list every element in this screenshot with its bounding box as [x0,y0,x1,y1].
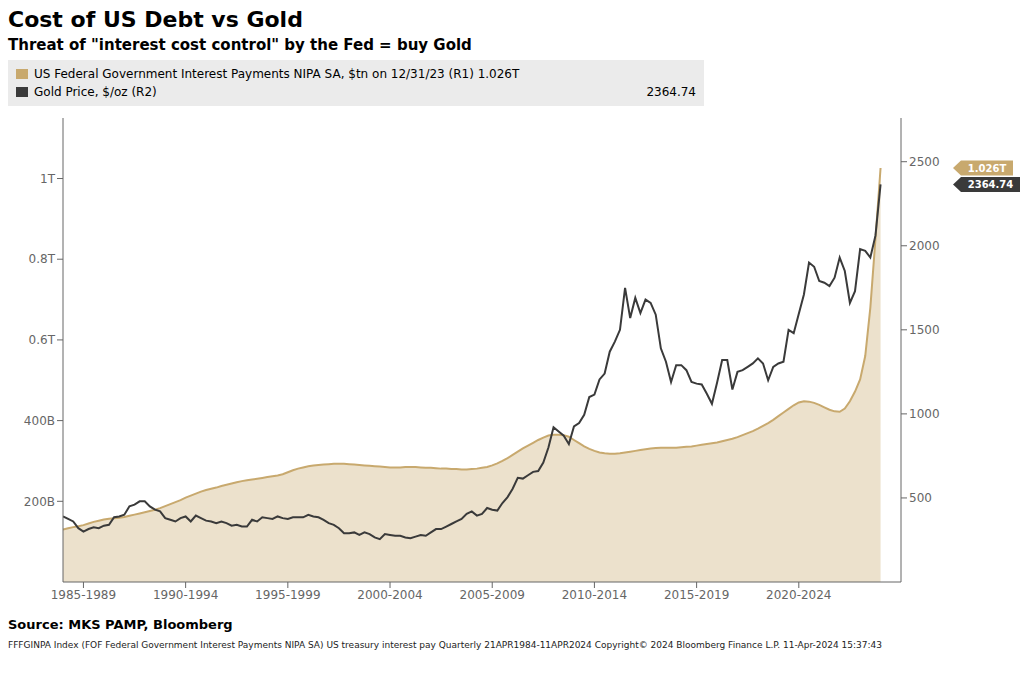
html-text:FFFGINPA Index (FOF Federal Go: FFFGINPA Index (FOF Federal Government I… [8,640,882,650]
svg-text:1T: 1T [40,172,56,186]
svg-text:0.8T: 0.8T [29,252,56,266]
svg-text:1500: 1500 [909,323,940,337]
svg-text:2020-2024: 2020-2024 [766,588,831,602]
svg-text:2500: 2500 [909,155,940,169]
html-text:US Federal Government Interest: US Federal Government Interest Payments … [34,67,520,81]
svg-text:2000-2004: 2000-2004 [357,588,422,602]
svg-text:400B: 400B [24,414,55,428]
svg-text:2010-2014: 2010-2014 [562,588,627,602]
html-text:Threat of "interest cost contr: Threat of "interest cost control" by the… [8,36,472,54]
html-text:Cost of US Debt vs Gold: Cost of US Debt vs Gold [8,7,303,32]
svg-text:2364.74: 2364.74 [968,179,1014,190]
svg-text:500: 500 [909,491,932,505]
svg-text:1985-1989: 1985-1989 [51,588,116,602]
svg-text:1995-1999: 1995-1999 [255,588,320,602]
html-text:Gold Price, $/oz (R2): Gold Price, $/oz (R2) [34,85,157,99]
svg-text:1990-1994: 1990-1994 [153,588,218,602]
svg-text:1000: 1000 [909,407,940,421]
svg-text:1.026T: 1.026T [968,163,1007,174]
html-text:Source: MKS PAMP, Bloomberg: Source: MKS PAMP, Bloomberg [8,617,233,632]
svg-text:0.6T: 0.6T [29,333,56,347]
svg-text:2000: 2000 [909,239,940,253]
svg-text:2015-2019: 2015-2019 [664,588,729,602]
svg-text:200B: 200B [24,495,55,509]
svg-text:2005-2009: 2005-2009 [460,588,525,602]
html-text:2364.74: 2364.74 [646,85,696,99]
